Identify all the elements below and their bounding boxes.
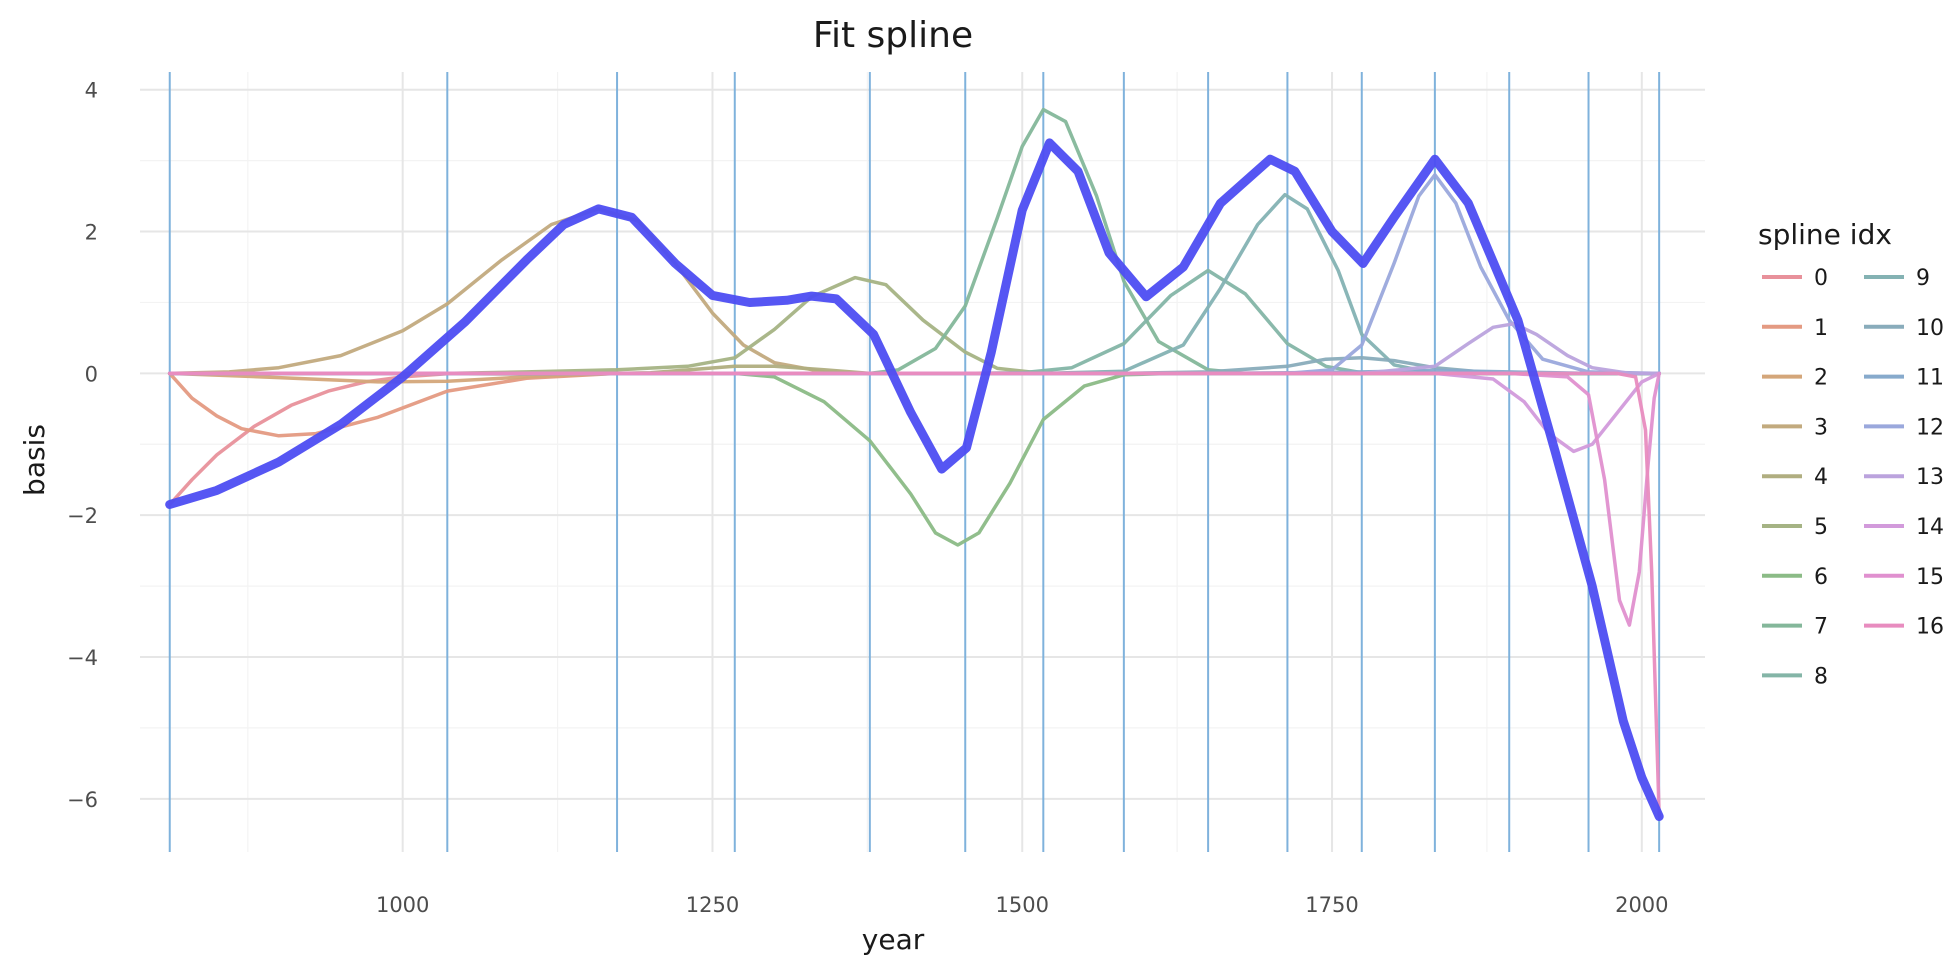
legend-item-2: 2 xyxy=(1762,366,1828,391)
legend-label: 2 xyxy=(1814,366,1828,391)
y-tick-label: −2 xyxy=(67,504,98,528)
series-line-12 xyxy=(167,173,1661,376)
series-line-16 xyxy=(167,371,1661,819)
legend-label: 12 xyxy=(1916,415,1944,440)
legend-label: 8 xyxy=(1814,664,1828,689)
legend-item-1: 1 xyxy=(1762,316,1828,341)
legend-item-13: 13 xyxy=(1864,465,1944,490)
major-grid xyxy=(140,72,1705,852)
legend-item-7: 7 xyxy=(1762,615,1828,640)
fit-line-group xyxy=(165,138,1664,821)
series-line-13 xyxy=(167,321,1661,376)
legend-item-5: 5 xyxy=(1762,515,1828,540)
legend-label: 14 xyxy=(1916,515,1944,540)
legend-item-16: 16 xyxy=(1864,615,1944,640)
legend-item-0: 0 xyxy=(1762,266,1828,291)
series-line-14 xyxy=(167,371,1661,454)
legend-label: 16 xyxy=(1916,615,1944,640)
legend-item-6: 6 xyxy=(1762,565,1828,590)
legend-item-15: 15 xyxy=(1864,565,1944,590)
y-tick-label: 4 xyxy=(85,79,98,103)
x-tick-label: 1250 xyxy=(686,893,739,917)
legend-label: 6 xyxy=(1814,565,1828,590)
x-tick-label: 1000 xyxy=(376,893,429,917)
legend-item-8: 8 xyxy=(1762,664,1828,689)
legend-label: 11 xyxy=(1916,366,1944,391)
y-tick-label: 0 xyxy=(85,362,98,386)
y-tick-labels: 4 2 0 −2 −4 −6 xyxy=(67,79,98,812)
series-lines xyxy=(167,107,1661,819)
series-line-7 xyxy=(167,107,1661,376)
legend-item-14: 14 xyxy=(1864,515,1944,540)
legend-label: 15 xyxy=(1916,565,1944,590)
legend-item-3: 3 xyxy=(1762,415,1828,440)
legend-title: spline idx xyxy=(1758,218,1892,251)
fit-line xyxy=(165,138,1664,821)
legend-label: 10 xyxy=(1916,316,1944,341)
series-line-6 xyxy=(167,371,1661,547)
x-tick-label: 1500 xyxy=(996,893,1049,917)
y-tick-label: 2 xyxy=(85,221,98,245)
legend-item-4: 4 xyxy=(1762,465,1828,490)
legend-label: 1 xyxy=(1814,316,1828,341)
legend-label: 3 xyxy=(1814,415,1828,440)
x-axis-title: year xyxy=(862,923,925,956)
legend-label: 4 xyxy=(1814,465,1828,490)
y-tick-label: −6 xyxy=(67,788,98,812)
y-axis-title: basis xyxy=(18,424,51,496)
x-tick-label: 2000 xyxy=(1615,893,1668,917)
legend-item-9: 9 xyxy=(1864,266,1930,291)
chart-title: Fit spline xyxy=(813,15,973,56)
x-tick-labels: 1000 1250 1500 1750 2000 xyxy=(376,893,1669,917)
knot-lines xyxy=(168,72,1661,852)
y-tick-label: −4 xyxy=(67,646,98,670)
legend-label: 5 xyxy=(1814,515,1828,540)
legend-label: 9 xyxy=(1916,266,1930,291)
legend-label: 0 xyxy=(1814,266,1828,291)
series-line-15 xyxy=(167,371,1661,627)
legend-label: 13 xyxy=(1916,465,1944,490)
x-tick-label: 1750 xyxy=(1305,893,1358,917)
legend-item-10: 10 xyxy=(1864,316,1944,341)
minor-grid xyxy=(140,72,1705,852)
legend-label: 7 xyxy=(1814,615,1828,640)
legend-item-12: 12 xyxy=(1864,415,1944,440)
legend-item-11: 11 xyxy=(1864,366,1944,391)
series-line-9 xyxy=(167,192,1661,376)
